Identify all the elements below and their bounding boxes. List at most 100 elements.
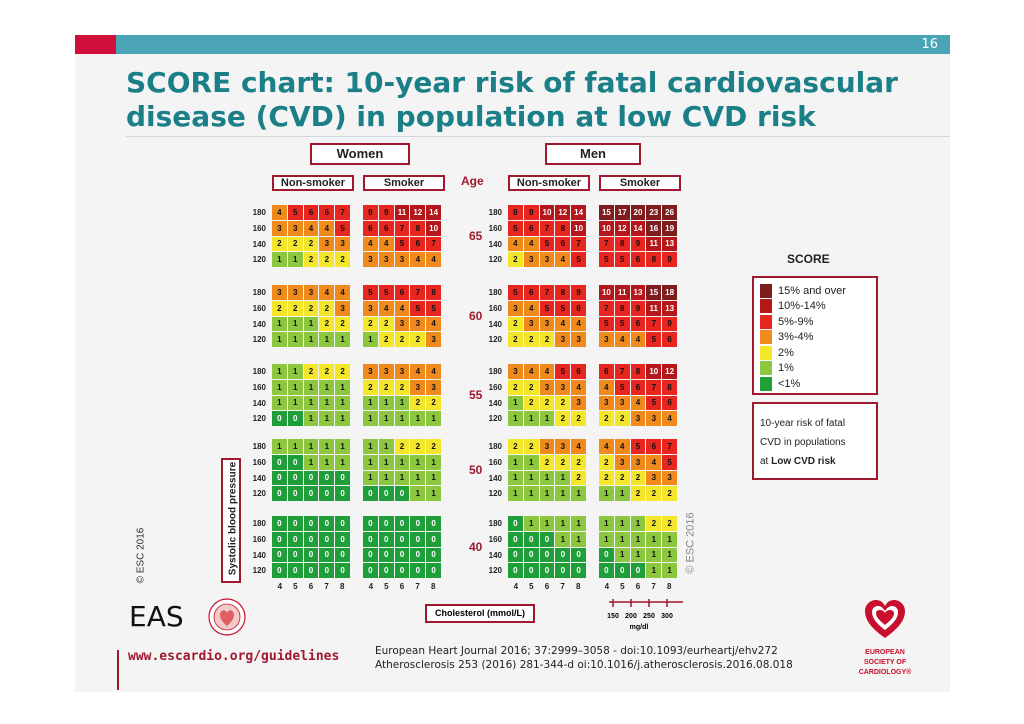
risk-cell: 5 bbox=[614, 316, 630, 332]
risk-cell: 1 bbox=[410, 411, 426, 426]
sbp-label: 160 bbox=[488, 223, 502, 233]
risk-cell: 3 bbox=[614, 454, 630, 470]
risk-cell: 1 bbox=[303, 332, 319, 347]
risk-cell: 2 bbox=[394, 379, 410, 395]
risk-cell: 1 bbox=[303, 395, 319, 411]
risk-cell: 1 bbox=[523, 470, 539, 486]
risk-cell: 1 bbox=[287, 439, 303, 454]
age-value: 60 bbox=[469, 309, 483, 323]
risk-cell: 7 bbox=[646, 379, 662, 395]
risk-cell: 1 bbox=[394, 395, 410, 411]
risk-cell: 1 bbox=[303, 411, 319, 426]
risk-cell: 6 bbox=[646, 439, 662, 454]
men-smoker-header: Smoker bbox=[599, 175, 681, 191]
risk-cell: 1 bbox=[287, 379, 303, 395]
risk-cell: 10 bbox=[646, 364, 662, 379]
cholesterol-tick: 4 bbox=[277, 582, 283, 591]
risk-cell: 3 bbox=[394, 364, 410, 379]
sbp-label: 120 bbox=[488, 335, 502, 345]
risk-cell: 2 bbox=[394, 332, 410, 347]
risk-cell: 1 bbox=[272, 332, 287, 347]
risk-cell: 2 bbox=[508, 332, 523, 347]
risk-cell: 2 bbox=[599, 454, 614, 470]
risk-cell: 4 bbox=[394, 300, 410, 316]
risk-cell: 4 bbox=[571, 379, 586, 395]
risk-cell: 1 bbox=[303, 439, 319, 454]
risk-cell: 1 bbox=[272, 316, 287, 332]
sbp-axis-label: Systolic blood pressure bbox=[227, 461, 239, 576]
risk-cell: 2 bbox=[335, 316, 350, 332]
risk-cell: 0 bbox=[555, 563, 571, 578]
risk-cell: 0 bbox=[378, 486, 394, 501]
risk-cell: 20 bbox=[630, 205, 646, 220]
risk-cell: 9 bbox=[571, 285, 586, 300]
legend-label: 15% and over bbox=[778, 284, 846, 297]
risk-cell: 7 bbox=[599, 236, 614, 252]
risk-cell: 6 bbox=[319, 205, 335, 220]
risk-cell: 2 bbox=[303, 364, 319, 379]
risk-cell: 1 bbox=[426, 470, 441, 486]
sbp-label: 180 bbox=[488, 367, 502, 376]
sbp-label: 120 bbox=[488, 566, 502, 576]
risk-cell: 0 bbox=[410, 563, 426, 578]
risk-cell: 11 bbox=[646, 236, 662, 252]
risk-cell: 2 bbox=[410, 332, 426, 347]
legend-label: 3%-4% bbox=[778, 331, 814, 344]
risk-cell: 4 bbox=[426, 252, 441, 267]
risk-cell: 5 bbox=[539, 236, 555, 252]
sbp-label: 120 bbox=[488, 255, 502, 265]
risk-cell: 1 bbox=[630, 516, 646, 531]
risk-cell: 9 bbox=[378, 205, 394, 220]
risk-cell: 0 bbox=[287, 563, 303, 578]
risk-cell: 5 bbox=[646, 395, 662, 411]
risk-cell: 0 bbox=[335, 531, 350, 547]
risk-cell: 1 bbox=[303, 379, 319, 395]
risk-cell: 3 bbox=[555, 332, 571, 347]
sbp-label: 120 bbox=[252, 489, 266, 499]
risk-cell: 1 bbox=[539, 486, 555, 501]
risk-cell: 8 bbox=[662, 379, 677, 395]
guidelines-link[interactable]: www.escardio.org/guidelines bbox=[128, 649, 340, 664]
risk-cell: 10 bbox=[426, 220, 441, 236]
risk-cell: 1 bbox=[335, 332, 350, 347]
risk-cell: 0 bbox=[630, 563, 646, 578]
risk-cell: 4 bbox=[555, 252, 571, 267]
risk-cell: 4 bbox=[599, 379, 614, 395]
risk-cell: 0 bbox=[303, 547, 319, 563]
risk-cell: 2 bbox=[508, 252, 523, 267]
risk-cell: 1 bbox=[272, 252, 287, 267]
age-value: 40 bbox=[469, 540, 483, 554]
risk-cell: 7 bbox=[539, 285, 555, 300]
risk-cell: 4 bbox=[378, 300, 394, 316]
cholesterol-axis-label: Cholesterol (mmol/L) bbox=[425, 604, 535, 623]
eas-logo: EAS bbox=[129, 600, 184, 633]
risk-cell: 1 bbox=[523, 486, 539, 501]
risk-cell: 5 bbox=[646, 332, 662, 347]
risk-cell: 0 bbox=[335, 563, 350, 578]
risk-cell: 1 bbox=[378, 411, 394, 426]
risk-cell: 0 bbox=[539, 563, 555, 578]
risk-cell: 4 bbox=[303, 220, 319, 236]
risk-cell: 1 bbox=[599, 516, 614, 531]
sbp-label: 160 bbox=[252, 457, 266, 467]
risk-cell: 2 bbox=[378, 316, 394, 332]
risk-cell: 2 bbox=[571, 411, 586, 426]
risk-cell: 1 bbox=[599, 531, 614, 547]
risk-cell: 2 bbox=[363, 379, 378, 395]
risk-cell: 2 bbox=[335, 364, 350, 379]
risk-cell: 2 bbox=[571, 454, 586, 470]
risk-cell: 0 bbox=[378, 547, 394, 563]
cholesterol-tick-labels: 4 5 6 7 8 bbox=[363, 582, 441, 591]
risk-cell: 2 bbox=[523, 332, 539, 347]
cholesterol-tick: 8 bbox=[575, 582, 581, 591]
risk-cell: 1 bbox=[394, 470, 410, 486]
risk-cell: 2 bbox=[303, 252, 319, 267]
risk-cell: 0 bbox=[319, 563, 335, 578]
risk-cell: 8 bbox=[614, 300, 630, 316]
cholesterol-tick: 7 bbox=[560, 582, 565, 591]
